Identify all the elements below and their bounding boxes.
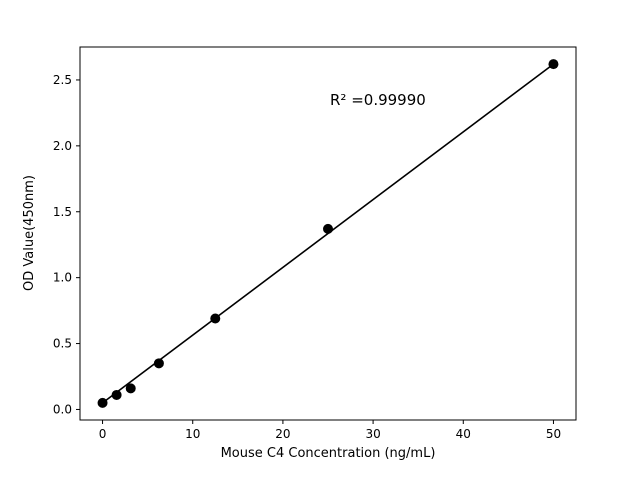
data-point (210, 313, 221, 324)
data-point (548, 59, 559, 70)
y-tick-label: 1.5 (53, 205, 72, 219)
x-tick-label: 0 (99, 427, 107, 441)
axes-spines (79, 46, 577, 421)
y-tick-label: 2.5 (53, 73, 72, 87)
x-axis-label: Mouse C4 Concentration (ng/mL) (221, 446, 436, 461)
data-point (125, 383, 136, 394)
x-tick-label: 20 (275, 427, 290, 441)
r-squared-annotation: R² =0.99990 (330, 91, 426, 109)
data-point (111, 389, 122, 400)
y-tick-label: 1.0 (53, 271, 72, 285)
x-tick-label: 30 (365, 427, 380, 441)
axis-ticks: 0 10 20 30 40 50 0.0 0.5 1.0 1.5 2.0 2.5 (53, 73, 561, 441)
x-tick-label: 50 (546, 427, 561, 441)
y-axis-label: OD Value(450nm) (22, 175, 37, 291)
x-tick-label: 40 (456, 427, 471, 441)
y-tick-label: 0.0 (53, 402, 72, 416)
data-points (97, 59, 559, 408)
data-point (153, 358, 164, 369)
data-point (323, 223, 333, 234)
y-tick-label: 0.5 (53, 337, 72, 351)
y-tick-label: 2.0 (53, 139, 72, 153)
plot-frame (79, 46, 577, 421)
x-tick-label: 10 (185, 427, 200, 441)
data-point (97, 397, 108, 408)
